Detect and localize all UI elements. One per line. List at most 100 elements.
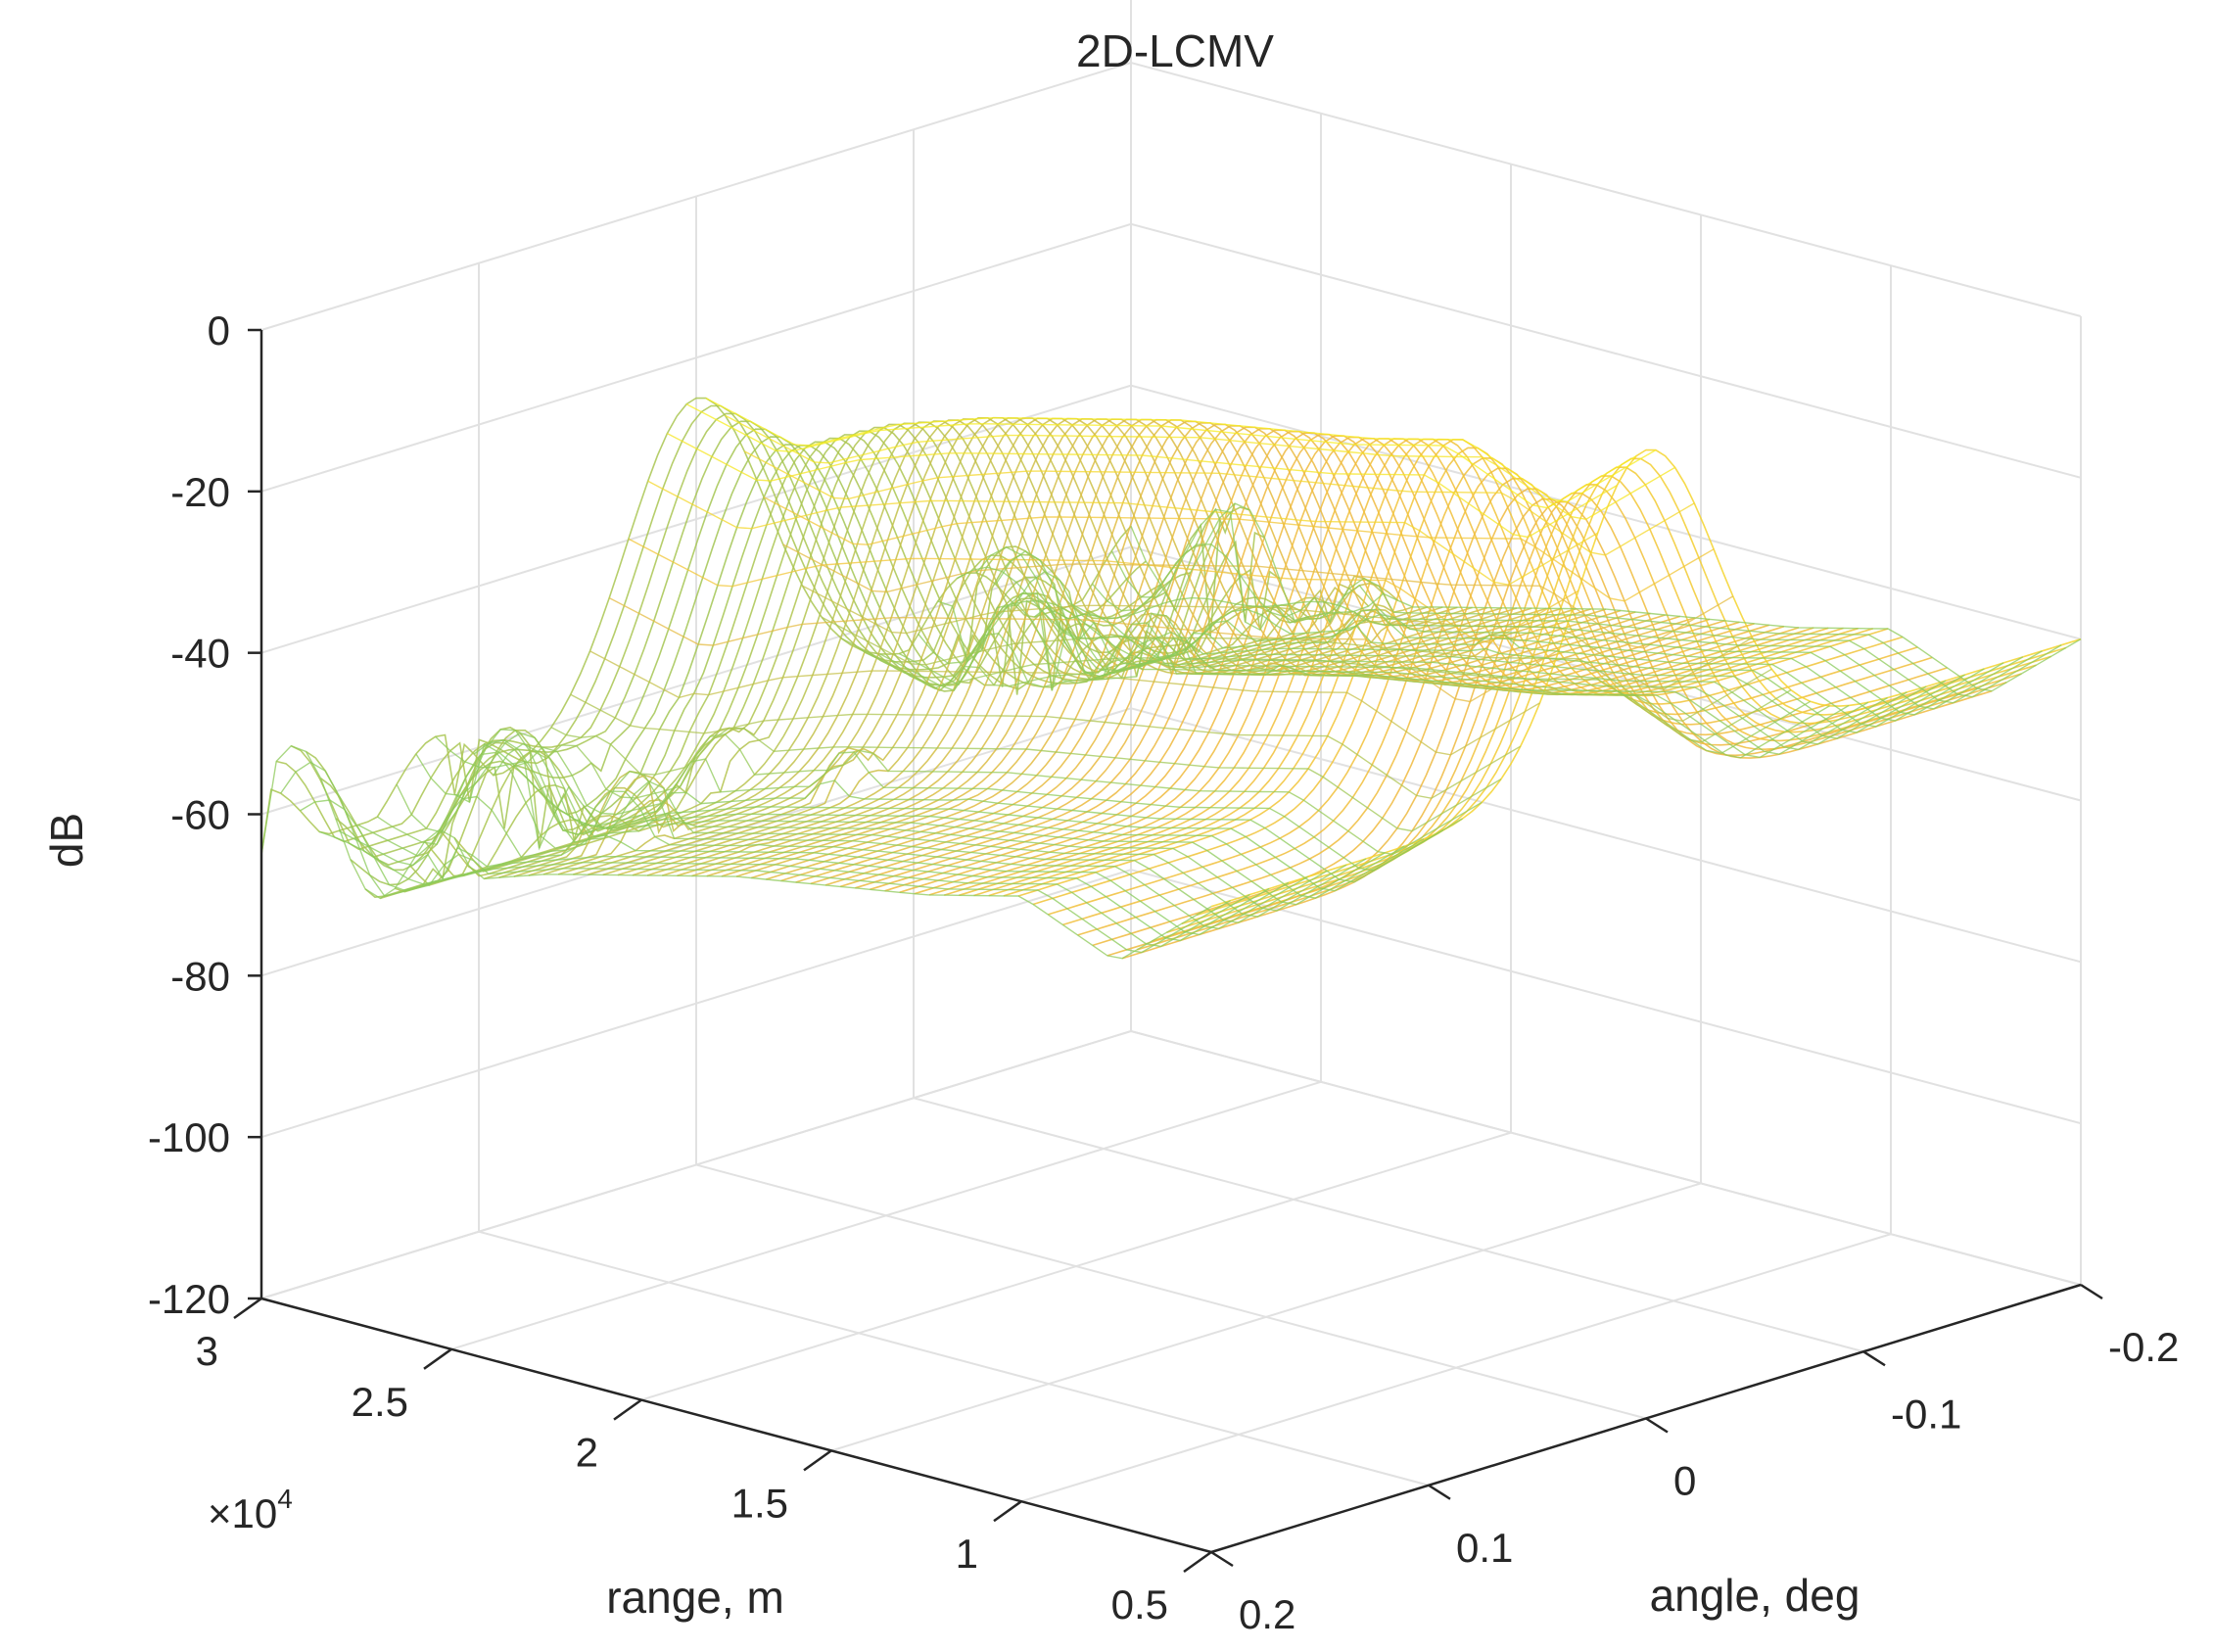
mesh-line-range: [424, 430, 1295, 877]
mesh-line-angle: [840, 637, 1792, 743]
mesh-line-range: [320, 428, 1191, 866]
mesh-line-range: [1062, 467, 1933, 926]
mesh-line-angle: [1110, 508, 2062, 698]
mesh-line-range: [1077, 477, 1948, 936]
x-axis-label: angle, deg: [1650, 1570, 1860, 1621]
range-tick: [1183, 1550, 1212, 1574]
mesh-line-angle: [1130, 502, 2082, 692]
mesh-line-range: [1210, 448, 2082, 908]
range-tick-label: 0.5: [1111, 1581, 1168, 1628]
z-gridline: [260, 61, 2082, 331]
z-gridline: [260, 869, 2082, 1139]
z-axis-label: dB: [41, 813, 92, 868]
range-tick-label: 2.5: [352, 1379, 408, 1425]
mesh-line-angle: [725, 414, 1675, 521]
mesh-line-range: [810, 426, 1681, 885]
z-gridline: [260, 222, 2082, 493]
range-tick: [803, 1449, 832, 1472]
mesh-line-angle: [453, 742, 1405, 899]
mesh-line-range: [766, 421, 1636, 880]
mesh-line-angle: [493, 742, 1444, 883]
mesh-line-angle: [473, 739, 1425, 892]
mesh-line-range: [290, 412, 1161, 851]
mesh-line-angle: [685, 403, 1637, 509]
z-tick-label: -40: [170, 631, 230, 677]
mesh-line-angle: [318, 830, 1270, 942]
angle-tick: [1645, 1417, 1669, 1434]
y-exponent-power: 4: [277, 1484, 293, 1514]
mesh-line-range: [750, 420, 1622, 879]
mesh-line-angle: [589, 650, 1540, 756]
mesh-line-angle: [995, 549, 1947, 733]
range-gridline: [640, 164, 1512, 1401]
mesh-line-range: [513, 419, 1385, 877]
range-tick-label: 3: [196, 1328, 218, 1374]
angle-tick: [1428, 1484, 1451, 1500]
angle-tick: [1862, 1350, 1886, 1367]
range-gridline: [830, 214, 1702, 1452]
angle-tick-label: 0: [1673, 1458, 1696, 1504]
surface-mesh: [260, 397, 2082, 960]
angle-tick-label: 0.1: [1456, 1525, 1513, 1571]
y-axis-label: range, m: [606, 1572, 784, 1623]
angle-tick-label: 0.2: [1239, 1591, 1295, 1637]
chart-title: 2D-LCMV: [1076, 25, 1274, 76]
z-tick-label: -20: [170, 469, 230, 515]
mesh-line-angle: [705, 397, 1657, 503]
axes-frame: [233, 328, 2103, 1574]
mesh-line-angle: [1053, 608, 2004, 716]
mesh-line-angle: [260, 744, 1212, 960]
mesh-line-range: [1032, 447, 1904, 906]
mesh-line-range: [884, 433, 1755, 892]
z-tick-label: -120: [148, 1276, 230, 1322]
mesh-line-angle: [1072, 596, 2024, 710]
mesh-line-range: [1092, 488, 1963, 947]
mesh-line-range: [260, 397, 1132, 855]
z-tick-label: -80: [170, 953, 230, 999]
angle-gridline: [260, 330, 1212, 1553]
range-tick-label: 1: [956, 1531, 978, 1577]
range-axis-line: [260, 1297, 1212, 1554]
z-gridline: [260, 384, 2082, 654]
range-tick: [423, 1347, 452, 1370]
range-tick: [233, 1297, 262, 1320]
angle-gridline: [478, 262, 1430, 1487]
mesh-line-angle: [918, 592, 1869, 755]
mesh-line-angle: [338, 829, 1290, 936]
angle-tick: [1210, 1550, 1234, 1568]
mesh-line-range: [839, 429, 1711, 888]
angle-tick-label: -0.2: [2108, 1324, 2179, 1370]
mesh-line-range: [453, 423, 1325, 873]
mesh-line-angle: [782, 543, 1734, 649]
y-axis-exponent: ×104: [208, 1484, 293, 1536]
mesh-line-angle: [1091, 543, 2043, 704]
tick-labels: 0 -20 -40 -60 -80 -100 -120 3 2.5 2 1.5 1 0.5 0.2 0.1 0…: [148, 307, 2179, 1637]
mesh-line-angle: [415, 732, 1367, 912]
mesh-line-angle: [512, 746, 1463, 872]
mesh-line-angle: [570, 693, 1522, 799]
angle-tick-label: -0.1: [1891, 1391, 1961, 1437]
angle-gridline: [913, 129, 1864, 1353]
mesh-line-angle: [975, 546, 1927, 739]
mesh-line-range: [855, 430, 1725, 889]
mesh-line-angle: [435, 735, 1386, 906]
axes-grid: [260, 0, 2082, 1553]
range-gridline: [1210, 316, 2082, 1553]
mesh-line-angle: [763, 496, 1715, 602]
range-tick: [613, 1398, 642, 1421]
mesh-line-angle: [628, 538, 1579, 643]
angle-gridline: [695, 196, 1647, 1420]
range-tick: [993, 1500, 1022, 1523]
y-exponent-base: ×10: [208, 1490, 277, 1536]
range-tick-label: 1.5: [731, 1480, 788, 1526]
mesh-line-angle: [550, 727, 1502, 832]
mesh-line-angle: [357, 790, 1309, 930]
mesh-line-angle: [396, 729, 1347, 918]
mesh-line-angle: [647, 480, 1599, 586]
z-gridline: [260, 1029, 2082, 1299]
mesh-line-range: [824, 427, 1696, 886]
mesh-line-angle: [667, 432, 1618, 539]
z-tick-label: -60: [170, 792, 230, 838]
mesh-line-angle: [300, 799, 1250, 948]
